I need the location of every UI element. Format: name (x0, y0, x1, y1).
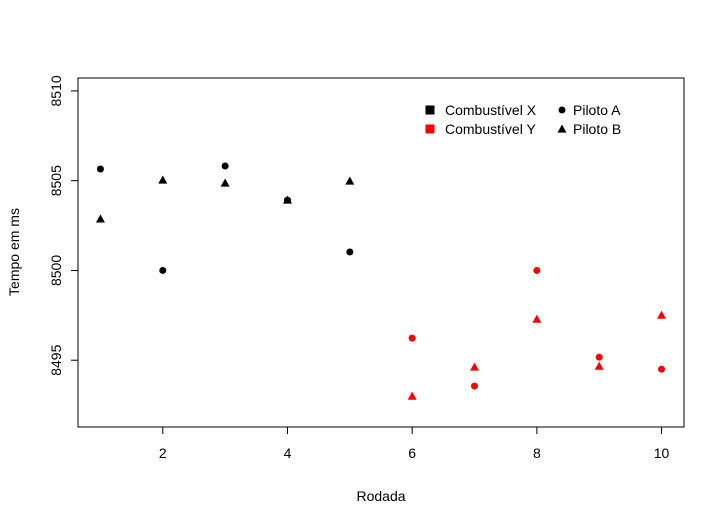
data-point (159, 266, 167, 274)
data-point (345, 176, 355, 185)
legend-label: Piloto A (573, 102, 621, 118)
data-point (594, 361, 604, 370)
data-point (532, 314, 542, 323)
data-point (220, 178, 230, 187)
y-axis-label: Tempo em ms (6, 208, 22, 296)
legend-swatch (425, 105, 435, 115)
data-point (96, 165, 104, 173)
y-tick-label: 8505 (48, 165, 64, 196)
legend-label: Piloto B (573, 121, 621, 137)
data-point (595, 353, 603, 361)
data-point (95, 214, 105, 223)
x-tick-label: 10 (654, 445, 670, 461)
data-point (158, 175, 168, 184)
y-tick-label: 8500 (48, 255, 64, 286)
data-point (533, 266, 541, 274)
legend-marker (558, 106, 566, 114)
legend-label: Combustível X (445, 102, 537, 118)
data-point (657, 310, 667, 319)
data-point (658, 365, 666, 373)
legend-label: Combustível Y (445, 121, 536, 137)
legend-swatch (425, 124, 435, 134)
data-point (471, 382, 479, 390)
x-tick-label: 6 (408, 445, 416, 461)
data-point (470, 362, 480, 371)
legend-marker (557, 124, 567, 133)
x-tick-label: 8 (533, 445, 541, 461)
data-point (221, 162, 229, 170)
data-point (346, 248, 354, 256)
x-tick-label: 4 (284, 445, 292, 461)
data-point (407, 391, 417, 400)
y-tick-label: 8510 (48, 75, 64, 106)
data-point (282, 195, 292, 204)
y-tick-label: 8495 (48, 344, 64, 375)
x-tick-label: 2 (159, 445, 167, 461)
x-axis-label: Rodada (356, 488, 405, 504)
data-point (408, 334, 416, 342)
